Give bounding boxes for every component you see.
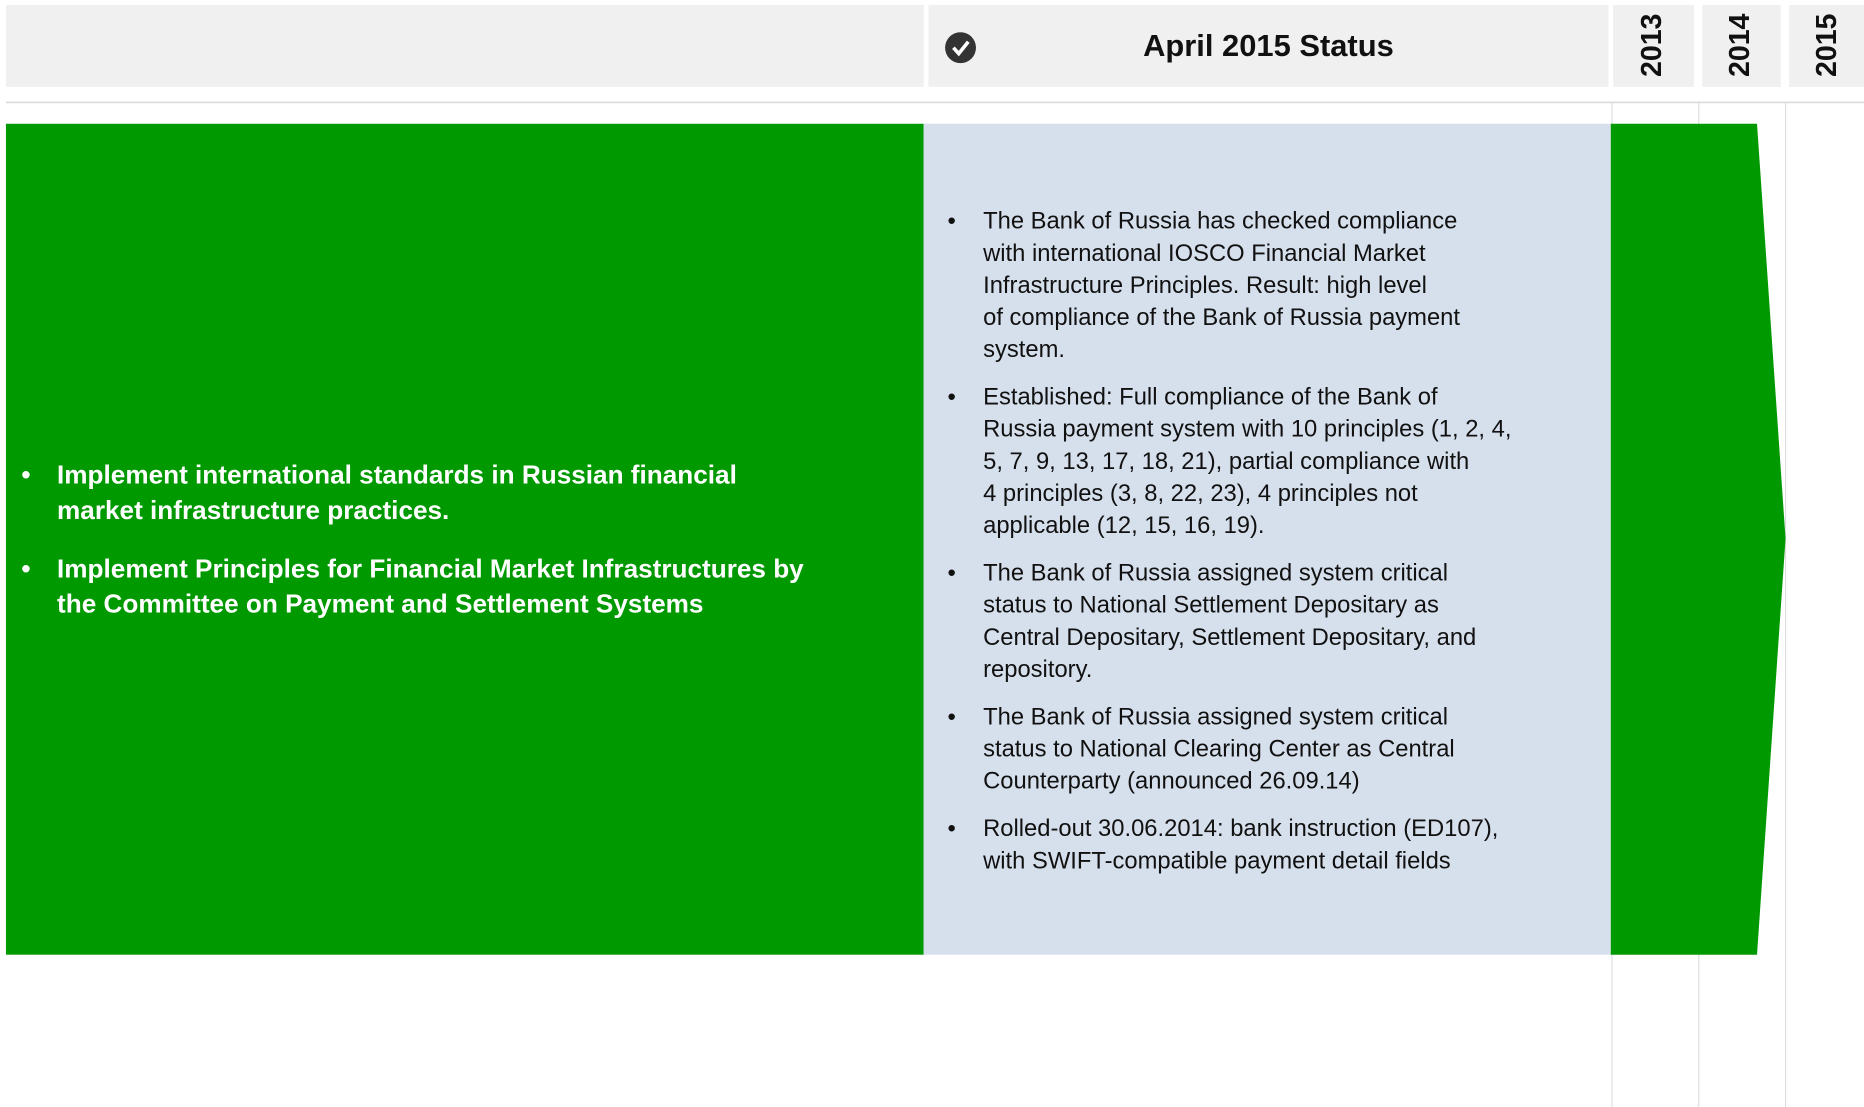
status-text: Rolled-out 30.06.2014: bank instruction … [983, 815, 1498, 842]
objective-text: market infrastructure practices. [57, 495, 449, 525]
status-text: The Bank of Russia has checked complianc… [983, 208, 1457, 235]
bullet: • [21, 554, 30, 584]
status-text: 4 principles (3, 8, 22, 23), 4 principle… [983, 480, 1418, 507]
status-text: The Bank of Russia assigned system criti… [983, 703, 1448, 730]
status-text: with SWIFT-compatible payment detail fie… [982, 847, 1451, 874]
status-title: April 2015 Status [1143, 28, 1394, 63]
objective-text: Implement Principles for Financial Marke… [57, 554, 804, 584]
status-text: repository. [983, 656, 1092, 683]
bullet: • [21, 460, 30, 490]
objective-text: the Committee on Payment and Settlement … [57, 589, 703, 619]
header-cell [928, 4, 1609, 87]
check-icon [945, 32, 976, 64]
year-label: 2013 [1636, 14, 1668, 77]
status-text: applicable (12, 15, 16, 19). [983, 512, 1264, 539]
status-text: Counterparty (announced 26.09.14) [983, 768, 1360, 795]
timeline-arrow [1610, 123, 1786, 955]
bullet: • [947, 208, 955, 235]
year-label: 2015 [1811, 13, 1843, 77]
year-cell [1702, 4, 1781, 87]
year-cell [1613, 4, 1695, 87]
year-label: 2014 [1724, 13, 1756, 77]
status-text: system. [983, 336, 1065, 363]
check-mark [952, 40, 970, 57]
bullet: • [947, 815, 955, 842]
status-text: The Bank of Russia assigned system criti… [983, 560, 1448, 587]
objective-panel [5, 123, 924, 955]
status-text: of compliance of the Bank of Russia paym… [983, 304, 1460, 331]
bullet: • [947, 703, 955, 730]
status-text: status to National Settlement Depositary… [983, 592, 1439, 619]
year-cell [1789, 4, 1864, 87]
bullet: • [947, 384, 955, 411]
status-text: Established: Full compliance of the Bank… [983, 384, 1438, 411]
bullet: • [947, 560, 955, 587]
status-panel [923, 123, 1611, 955]
status-text: Central Depositary, Settlement Depositar… [983, 624, 1476, 651]
status-text: status to National Clearing Center as Ce… [983, 736, 1455, 763]
status-text: Infrastructure Principles. Result: high … [983, 272, 1427, 299]
header-cell [5, 4, 924, 87]
status-text: 5, 7, 9, 13, 17, 18, 21), partial compli… [983, 448, 1469, 475]
content: 2013 2014 2015 • Implement international sta… [21, 13, 1842, 874]
status-text: with international IOSCO Financial Marke… [982, 240, 1426, 267]
status-text: Russia payment system with 10 principles… [983, 416, 1511, 443]
objective-text: Implement international standards in Rus… [57, 460, 737, 490]
